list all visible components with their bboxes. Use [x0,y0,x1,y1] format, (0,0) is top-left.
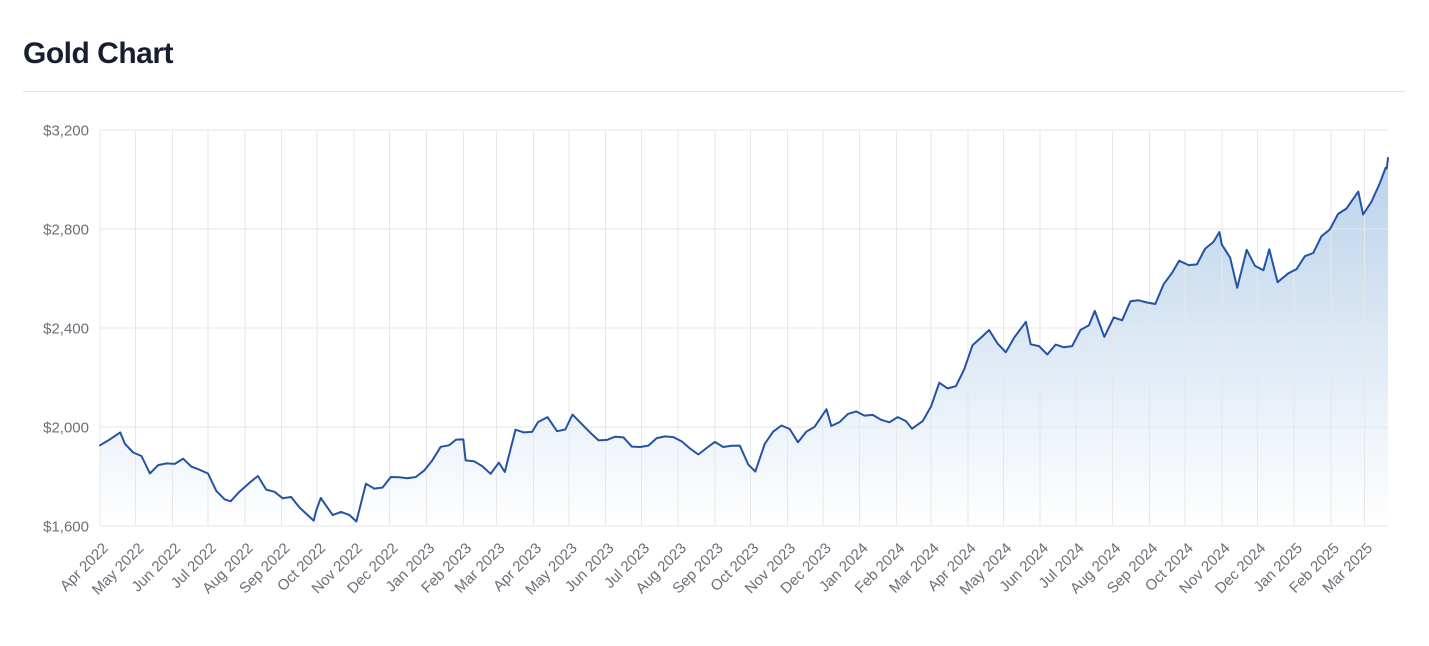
y-tick-label: $3,200 [43,123,89,140]
header-divider [23,91,1405,92]
horizontal-gridlines [100,129,1388,527]
y-tick-label: $1,600 [43,519,89,536]
y-tick-label: $2,000 [43,420,89,437]
y-axis-labels: $1,600 $2,000 $2,400 $2,800 $3,200 [43,123,89,536]
y-tick-label: $2,400 [43,321,89,338]
vertical-gridlines [99,130,1365,526]
page-title: Gold Chart [23,37,174,70]
area-fill [100,158,1388,526]
price-line [99,157,1389,523]
y-tick-label: $2,800 [43,222,89,239]
